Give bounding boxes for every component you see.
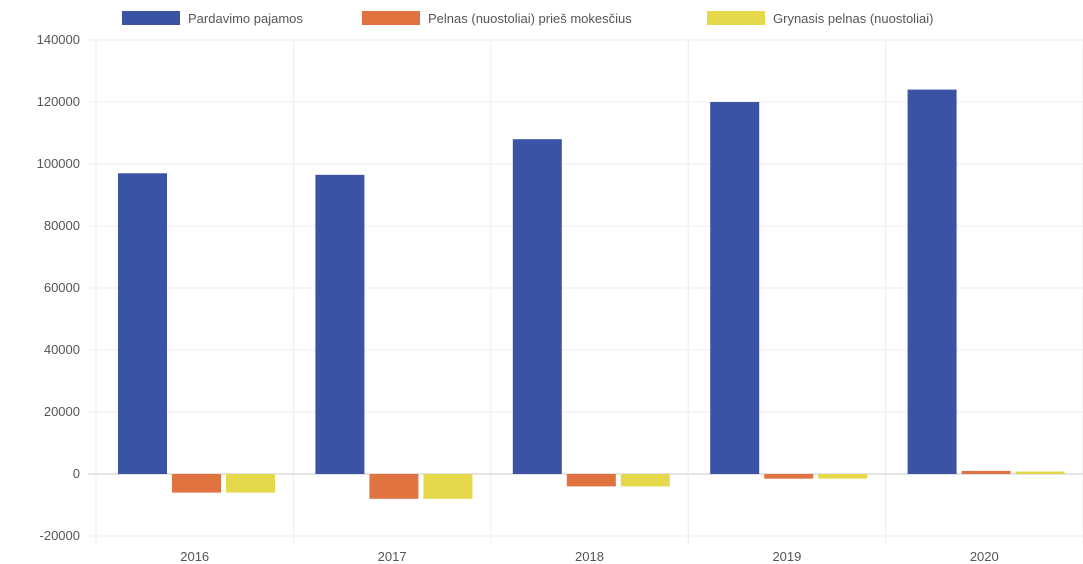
bar (961, 470, 1011, 474)
y-tick-label: 40000 (44, 342, 80, 357)
bar (512, 139, 562, 474)
y-tick-label: 0 (73, 466, 80, 481)
x-axis: 2016 2017 2018 2019 2020 (180, 549, 999, 564)
y-tick-label: 60000 (44, 280, 80, 295)
bar (566, 474, 616, 487)
bar (818, 474, 868, 479)
bar (315, 174, 365, 474)
grid-lines (88, 39, 1083, 544)
y-tick-label: 100000 (37, 156, 80, 171)
x-tick-label: 2020 (970, 549, 999, 564)
legend-label: Pelnas (nuostoliai) prieš mokesčius (428, 11, 632, 26)
bar (620, 474, 670, 487)
legend-label: Pardavimo pajamos (188, 11, 303, 26)
y-tick-label: -20000 (40, 528, 80, 543)
x-tick-label: 2018 (575, 549, 604, 564)
bar (1015, 471, 1065, 474)
x-tick-label: 2017 (378, 549, 407, 564)
bar (172, 474, 221, 493)
legend-label: Grynasis pelnas (nuostoliai) (773, 11, 933, 26)
legend-swatch (122, 11, 180, 25)
y-tick-label: 80000 (44, 218, 80, 233)
legend-swatch (707, 11, 765, 25)
bars (118, 89, 1065, 499)
bar (369, 474, 419, 499)
bar (226, 474, 275, 493)
y-tick-label: 120000 (37, 94, 80, 109)
legend: Pardavimo pajamos Pelnas (nuostoliai) pri… (122, 11, 933, 26)
y-axis: 140000 120000 100000 80000 60000 40000 20000 0 -… (37, 32, 80, 543)
legend-swatch (362, 11, 420, 25)
bar (118, 173, 167, 475)
y-tick-label: 140000 (37, 32, 80, 47)
bar (907, 89, 957, 474)
x-tick-label: 2019 (772, 549, 801, 564)
bar (423, 474, 473, 499)
bar (764, 474, 814, 479)
x-tick-label: 2016 (180, 549, 209, 564)
y-tick-label: 20000 (44, 404, 80, 419)
bar (710, 102, 760, 474)
